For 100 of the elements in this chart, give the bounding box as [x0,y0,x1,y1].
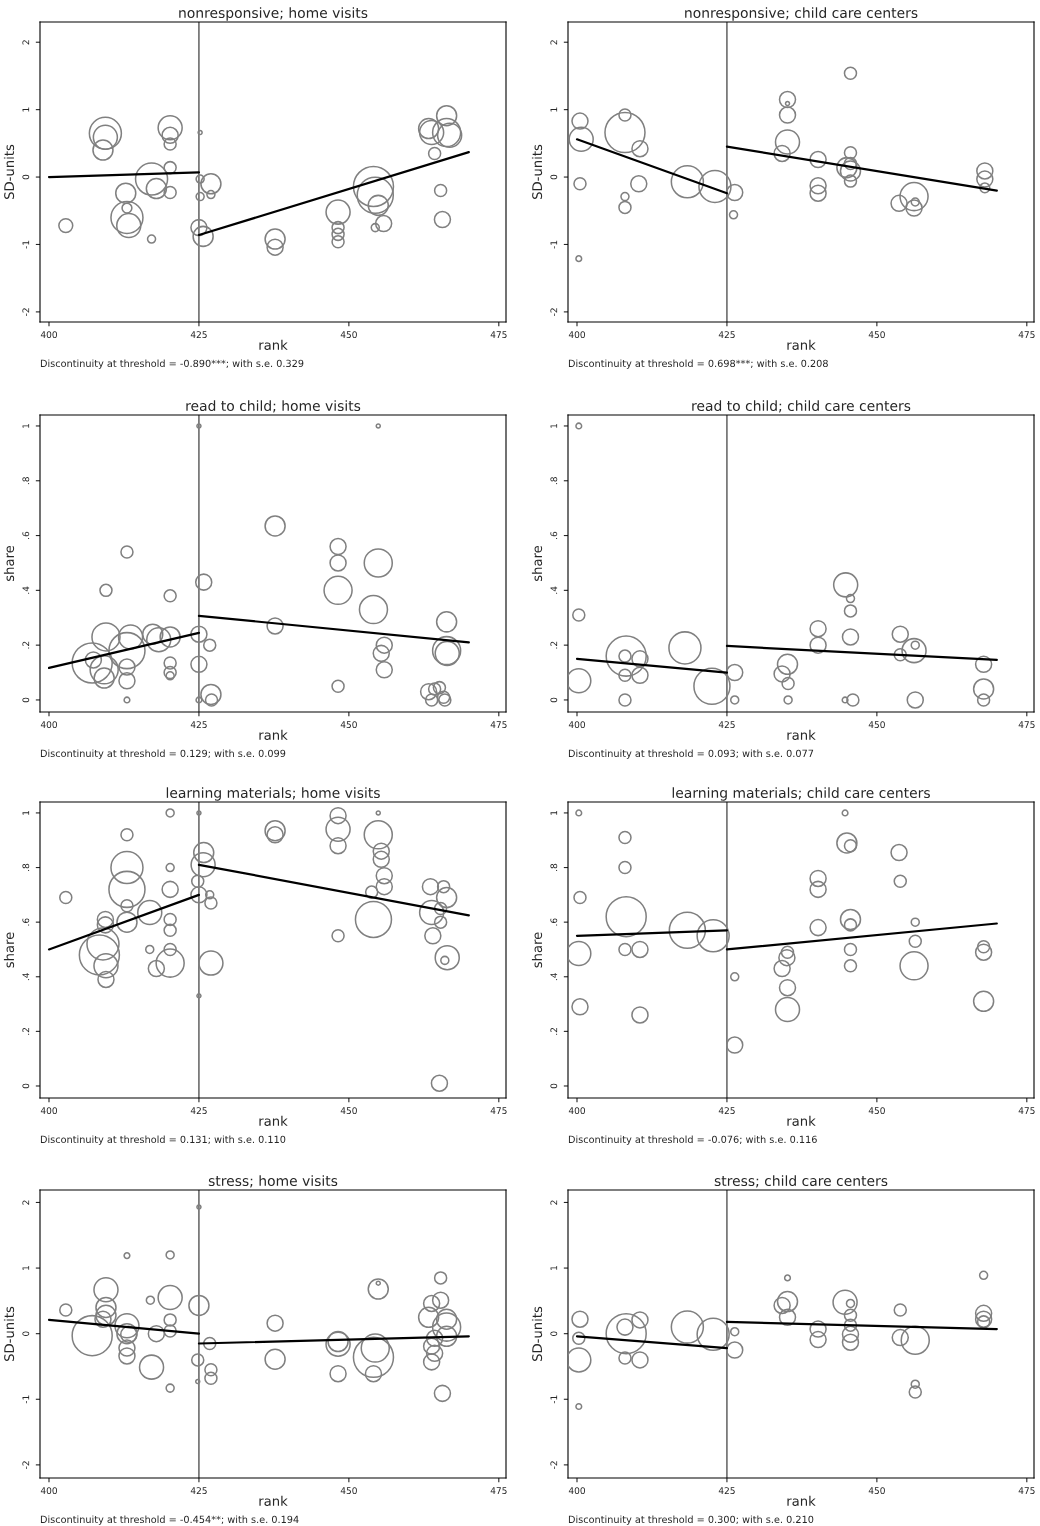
y-tick-label: 0 [22,1083,30,1089]
y-axis-title: share [3,545,15,582]
chart-title: learning materials; home visits [166,787,380,801]
y-tick-label: .6 [550,918,558,926]
x-tick-label: 425 [718,331,735,339]
text: Discontinuity at threshold = -0.890***; with s.e. 0.329 [40,359,304,369]
x-tick-label: 400 [568,721,586,729]
chart-title: read to child; child care centers [692,400,911,413]
y-tick-label: 0 [550,697,558,703]
y-tick-label: .8 [22,477,30,485]
y-tick-label: -2 [550,1461,558,1469]
x-tick-label: 400 [40,721,58,729]
y-tick-label: 0 [550,174,558,180]
y-tick-label: 2 [22,40,30,45]
chart-title: stress; child care centers [714,1175,888,1188]
y-tick-label: 1 [550,1266,558,1270]
y-tick-label: 1 [550,810,558,815]
y-tick-label: 1 [22,810,30,815]
x-tick-label: 425 [718,1107,735,1115]
text: Discontinuity at threshold = 0.129; with s.e. 0.099 [40,749,286,759]
text: Discontinuity at threshold = -0.076; with s.e. 0.116 [568,1135,817,1145]
y-tick-label: -1 [22,1395,30,1404]
x-axis-title: rank [259,1115,288,1126]
y-tick-label: .6 [22,918,30,926]
chart-title: stress; home visits [208,1175,338,1188]
y-tick-label: 0 [22,1331,30,1336]
x-tick-label: 475 [490,1107,507,1115]
y-tick-label: .6 [550,531,558,539]
y-tick-label: .6 [22,531,30,539]
y-tick-label: 0 [22,174,30,180]
x-tick-label: 400 [568,1107,586,1115]
x-tick-label: 425 [190,331,207,339]
y-axis-title: SD-units [531,144,543,199]
text: Discontinuity at threshold = -0.454**; with s.e. 0.194 [40,1515,299,1525]
y-tick-label: 0 [22,697,30,703]
chart-title: read to child; home visits [186,400,361,413]
y-tick-label: -1 [550,240,558,249]
y-tick-label: -2 [550,308,558,316]
y-tick-label: .4 [550,586,558,594]
x-tick-label: 475 [1018,331,1035,339]
text: Discontinuity at threshold = 0.300; with s.e. 0.210 [568,1515,814,1525]
x-tick-label: 475 [1018,1107,1035,1115]
x-tick-label: 425 [190,721,207,729]
y-axis-title: SD-units [3,1306,15,1361]
x-tick-label: 475 [490,1487,507,1495]
y-tick-label: 1 [22,1266,30,1270]
y-axis-title: share [531,932,543,968]
y-tick-label: .4 [550,972,558,981]
x-axis-title: rank [787,1495,816,1506]
x-tick-label: 400 [568,1487,586,1495]
y-axis-title: SD-units [3,144,15,199]
x-tick-label: 475 [1018,721,1035,729]
y-tick-label: 2 [22,1200,30,1205]
y-tick-label: -2 [22,1461,30,1469]
x-axis-title: rank [787,1115,816,1126]
y-tick-label: 1 [22,107,30,112]
y-tick-label: .2 [550,1027,558,1035]
y-tick-label: 1 [22,423,30,428]
y-tick-label: 0 [550,1331,558,1336]
x-tick-label: 400 [568,331,586,339]
y-tick-label: .4 [22,586,30,594]
y-tick-label: .2 [22,1027,30,1035]
text: Discontinuity at threshold = 0.698***; with s.e. 0.208 [568,359,828,369]
x-tick-label: 450 [868,1487,885,1495]
y-tick-label: 0 [550,1083,558,1089]
x-tick-label: 450 [868,1107,885,1115]
x-tick-label: 400 [40,1487,58,1495]
y-tick-label: .4 [22,972,30,981]
x-tick-label: 450 [340,1107,357,1115]
y-axis-title: SD-units [531,1306,543,1361]
x-tick-label: 450 [340,1487,357,1495]
y-tick-label: 1 [550,423,558,428]
x-tick-label: 475 [490,721,507,729]
x-axis-title: rank [787,339,816,350]
x-tick-label: 400 [40,331,58,339]
x-axis-title: rank [787,729,816,740]
y-tick-label: 2 [550,40,558,45]
y-axis-title: share [3,932,15,968]
chart-title: learning materials; child care centers [672,787,930,801]
x-tick-label: 425 [718,721,735,729]
x-tick-label: 450 [340,331,357,339]
y-tick-label: .8 [550,477,558,485]
y-tick-label: .8 [550,863,558,871]
x-tick-label: 475 [1018,1487,1035,1495]
x-axis-title: rank [259,339,288,350]
chart-title: nonresponsive; child care centers [685,7,918,21]
x-tick-label: 450 [340,721,357,729]
y-tick-label: .8 [22,863,30,871]
y-tick-label: 1 [550,107,558,112]
x-tick-label: 425 [718,1487,735,1495]
x-tick-label: 425 [190,1107,207,1115]
text: Discontinuity at threshold = 0.131; with s.e. 0.110 [40,1135,286,1145]
y-tick-label: .2 [22,641,30,649]
y-tick-label: 2 [550,1200,558,1205]
x-tick-label: 425 [190,1487,207,1495]
chart-title: nonresponsive; home visits [179,7,368,21]
x-tick-label: 450 [868,721,885,729]
x-axis-title: rank [259,1495,288,1506]
y-tick-label: -2 [22,308,30,316]
y-tick-label: .2 [550,641,558,649]
